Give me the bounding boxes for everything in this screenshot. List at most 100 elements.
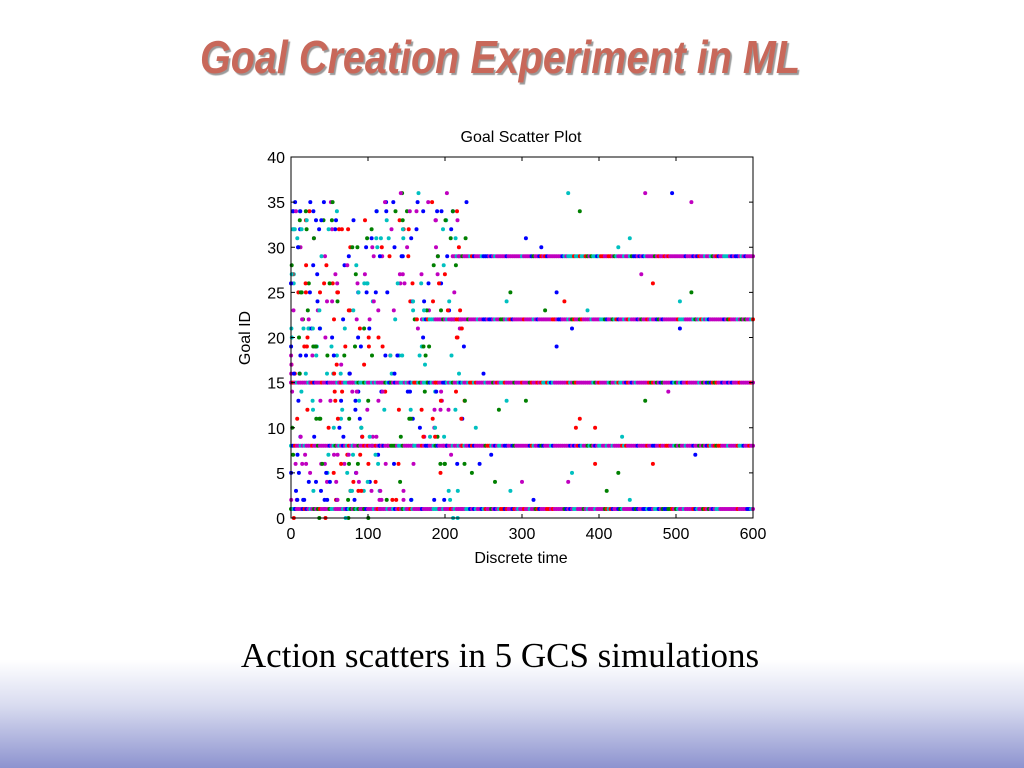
scatter-point (577, 209, 582, 214)
scatter-point (457, 371, 461, 376)
scatter-point (400, 227, 405, 232)
scatter-point (422, 308, 426, 313)
scatter-point (432, 407, 437, 412)
scatter-point (689, 290, 694, 295)
scatter-point (327, 479, 332, 484)
scatter-point (439, 389, 444, 394)
scatter-point (650, 461, 655, 466)
scatter-point (314, 353, 319, 358)
scatter-point (332, 389, 337, 394)
scatter-point (374, 209, 379, 214)
scatter-point (426, 200, 431, 205)
scatter-point (627, 236, 632, 241)
scatter-point (422, 299, 427, 304)
scatter-point (358, 344, 363, 349)
scatter-point (384, 497, 389, 502)
scatter-point (415, 326, 420, 331)
scatter-point (364, 245, 369, 250)
scatter-point (350, 389, 355, 394)
scatter-point (303, 371, 308, 376)
scatter-point (333, 272, 338, 277)
scatter-point (627, 497, 632, 502)
scatter-point (365, 407, 370, 412)
scatter-point (352, 497, 357, 502)
scatter-point (383, 200, 387, 205)
scatter-point (400, 353, 405, 358)
scatter-point (299, 389, 304, 394)
scatter-point (435, 209, 440, 214)
scatter-point (520, 479, 524, 484)
scatter-point (328, 398, 333, 403)
scatter-point (430, 200, 435, 205)
scatter-point (295, 236, 300, 241)
scatter-point (455, 461, 460, 466)
scatter-point (543, 308, 548, 313)
scatter-point (392, 371, 397, 376)
scatter-point (402, 281, 407, 286)
scatter-point (334, 353, 339, 358)
scatter-point (346, 308, 351, 313)
scatter-point (389, 227, 394, 232)
scatter-point (423, 353, 428, 358)
scatter-point (331, 425, 336, 430)
scatter-point (449, 452, 454, 457)
scatter-point (366, 335, 371, 340)
scatter-point (411, 461, 416, 466)
x-tick-label: 0 (287, 526, 296, 543)
scatter-point (446, 407, 451, 412)
scatter-point (442, 434, 447, 439)
scatter-point (293, 461, 298, 466)
scatter-point (398, 434, 403, 439)
scatter-point (400, 254, 405, 259)
scatter-point (354, 317, 359, 322)
scatter-point (455, 209, 459, 214)
slide-caption: Action scatters in 5 GCS simulations (240, 636, 760, 675)
scatter-point (295, 452, 300, 457)
scatter-point (293, 200, 298, 205)
scatter-point (442, 272, 447, 277)
scatter-point (308, 200, 313, 205)
plot-background (291, 157, 753, 518)
scatter-point (314, 416, 319, 421)
scatter-point (438, 470, 443, 475)
axis-ticks: 0 100 200 300 400 500 600 0 5 10 15 20 25 30 35 40 (267, 150, 766, 543)
scatter-point (303, 290, 308, 295)
scatter-point (366, 398, 371, 403)
scatter-point (353, 344, 357, 349)
scatter-point (356, 488, 361, 493)
scatter-point (356, 479, 361, 484)
scatter-point (693, 452, 698, 457)
scatter-point (378, 236, 383, 241)
scatter-point (319, 218, 324, 223)
y-tick-label: 20 (267, 331, 285, 348)
scatter-point (392, 245, 397, 250)
scatter-point (450, 209, 455, 214)
scatter-point (334, 362, 339, 367)
scatter-point (373, 452, 378, 457)
scatter-point (616, 470, 621, 475)
scatter-point (339, 362, 344, 367)
scatter-point (310, 398, 315, 403)
scatter-point (366, 461, 371, 466)
x-tick-label: 500 (663, 526, 690, 543)
scatter-point (341, 434, 346, 439)
scatter-point (322, 497, 327, 502)
scatter-point (362, 326, 367, 331)
scatter-point (296, 470, 301, 475)
scatter-point (398, 479, 403, 484)
scatter-point (370, 245, 375, 250)
scatter-point (369, 227, 374, 232)
scatter-point (341, 317, 346, 322)
scatter-point (689, 200, 694, 205)
scatter-point (355, 245, 360, 250)
scatter-point (458, 308, 463, 313)
scatter-point (342, 263, 347, 268)
scatter-point (342, 326, 347, 331)
scatter-point (437, 281, 441, 286)
scatter-point (323, 335, 328, 340)
scatter-point (427, 344, 432, 349)
scatter-point (314, 479, 318, 484)
scatter-point (347, 371, 352, 376)
scatter-point (453, 263, 458, 268)
scatter-point (324, 470, 329, 475)
